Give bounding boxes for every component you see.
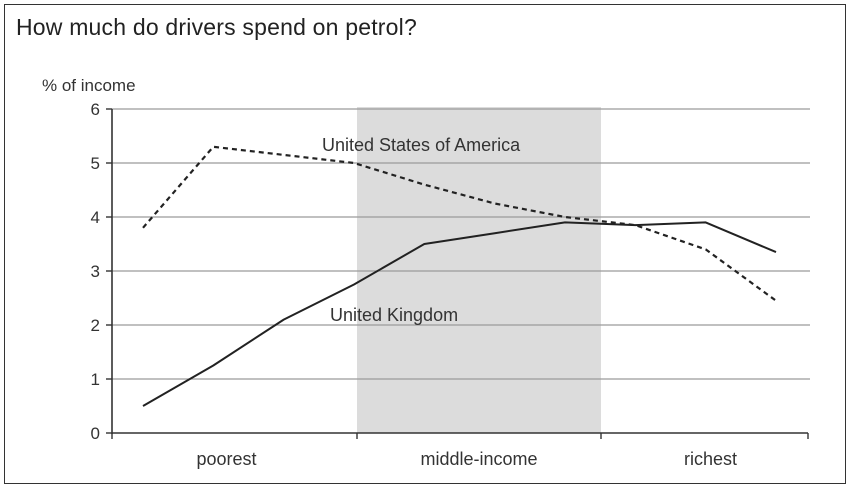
y-axis-label: % of income	[42, 76, 136, 95]
series-line-united-kingdom	[142, 221, 777, 407]
series-label-united-states-of-america: United States of America	[322, 135, 521, 155]
series-labels: United States of America United Kingdom	[322, 135, 521, 325]
y-tick-labels: 0 1 2 3 4 5 6	[91, 100, 100, 443]
y-tick-label-4: 4	[91, 208, 100, 227]
y-tick-label-0: 0	[91, 424, 100, 443]
x-category-labels: poorest middle-income richest	[196, 449, 737, 469]
gridlines	[112, 108, 810, 380]
y-tick-label-3: 3	[91, 262, 100, 281]
chart-title: How much do drivers spend on petrol?	[16, 14, 417, 40]
x-category-label-poorest: poorest	[196, 449, 256, 469]
x-category-label-richest: richest	[684, 449, 737, 469]
series-lines	[142, 145, 777, 407]
x-category-label-middle-income: middle-income	[420, 449, 537, 469]
series-label-united-kingdom: United Kingdom	[330, 305, 458, 325]
axes	[106, 108, 809, 439]
middle-income-shaded-region	[357, 107, 601, 433]
y-tick-label-6: 6	[91, 100, 100, 119]
y-tick-label-5: 5	[91, 154, 100, 173]
y-tick-label-2: 2	[91, 316, 100, 335]
y-tick-label-1: 1	[91, 370, 100, 389]
